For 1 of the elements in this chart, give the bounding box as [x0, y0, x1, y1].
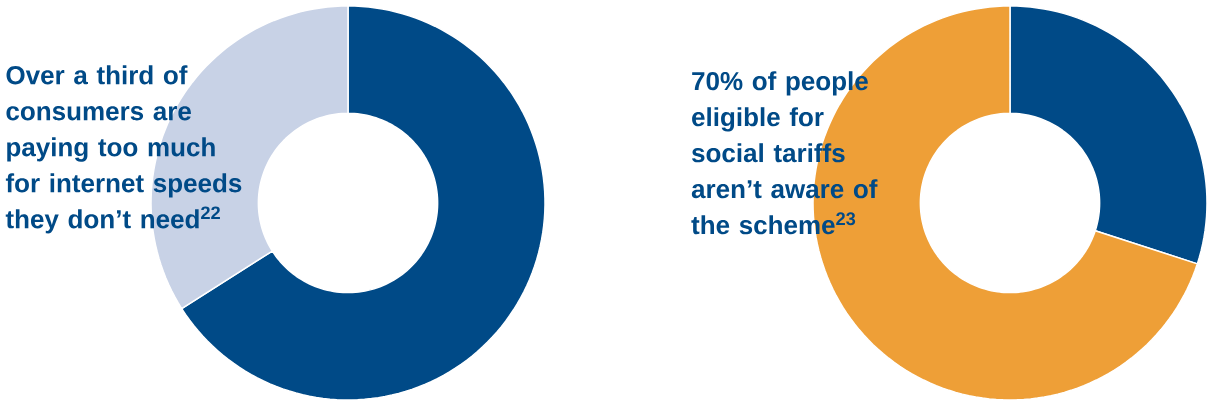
text: Over a third of consumers are paying too much for internet speeds they don’t need$^{22}$ [5, 65, 242, 234]
